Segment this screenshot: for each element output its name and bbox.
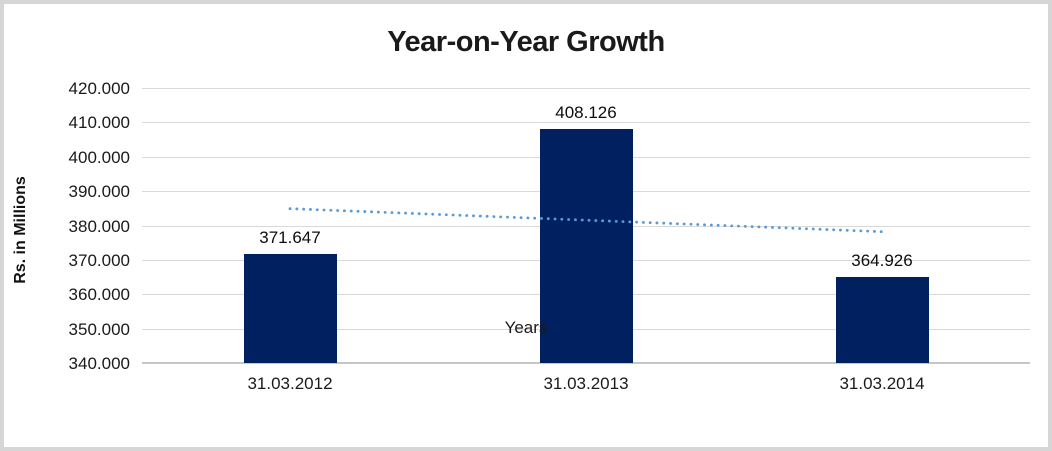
plot-area: 420.000 410.000 400.000 390.000 380.000 370.0… (69, 80, 1030, 393)
y-tick-label: 420.000 (68, 79, 130, 98)
data-label: 364.926 (851, 251, 913, 271)
x-tick-label: 31.03.2014 (839, 374, 925, 393)
y-tick-label: 370.000 (68, 250, 130, 270)
x-axis-line (142, 362, 1030, 364)
y-tick-label: 390.000 (68, 182, 130, 202)
y-tick-label: 410.000 (68, 113, 130, 133)
chart-title: Year-on-Year Growth (387, 26, 665, 58)
y-tick-label: 380.000 (68, 216, 130, 236)
bar (835, 277, 929, 363)
x-tick-label: 31.03.2013 (543, 374, 629, 393)
bar (539, 128, 633, 363)
y-tick-label: 400.000 (68, 147, 130, 167)
data-label: 408.126 (555, 102, 617, 122)
x-axis-title: Years (504, 318, 548, 337)
bar (243, 254, 337, 363)
data-label: 371.647 (259, 228, 321, 248)
x-tick-label: 31.03.2012 (247, 374, 333, 393)
y-tick-label: 340.000 (68, 354, 130, 373)
gridline (142, 88, 1030, 89)
y-tick-label: 350.000 (68, 319, 130, 339)
gridline (142, 122, 1030, 124)
y-tick-label: 360.000 (68, 285, 130, 305)
